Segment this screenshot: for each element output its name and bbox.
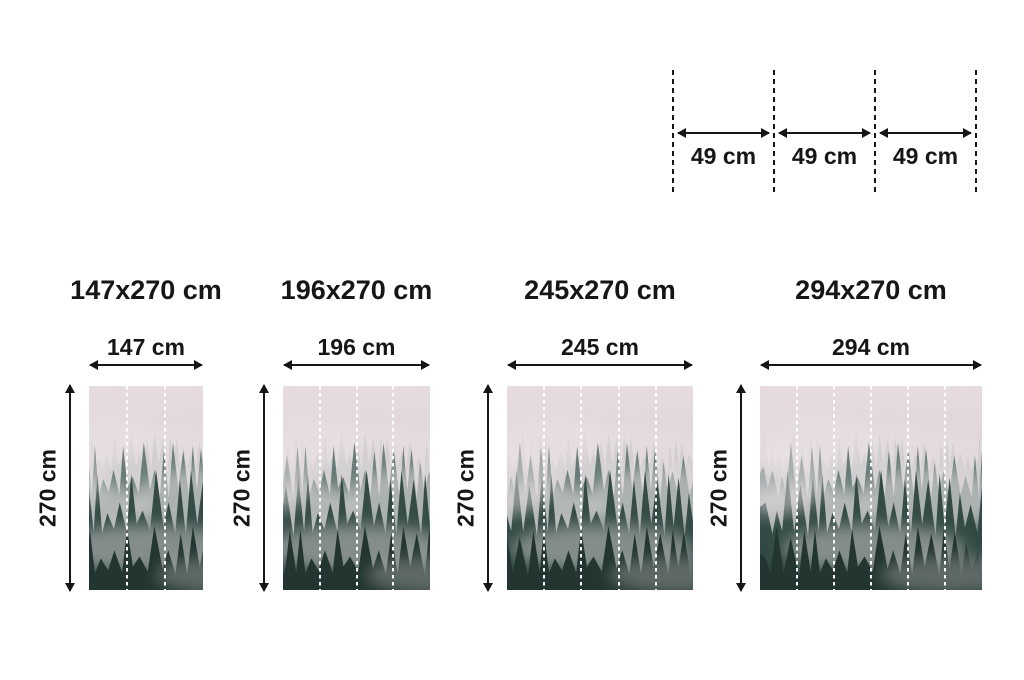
panel-width-diagram: 49 cm 49 cm 49 cm — [672, 70, 977, 195]
panel-cutline — [617, 386, 620, 590]
mural-image — [89, 386, 203, 590]
panel-width-arrow-icon — [778, 128, 871, 138]
height-dimension-label: 270 cm — [228, 449, 255, 528]
size-title: 147x270 cm — [70, 275, 222, 305]
width-dimension-label: 147 cm — [106, 334, 186, 360]
panel-segment: 49 cm — [672, 70, 774, 195]
mural-forest-svg — [89, 386, 203, 590]
panel-dashed-line — [975, 70, 977, 195]
mural-image — [760, 386, 982, 590]
width-dimension-arrow-icon — [283, 360, 430, 370]
panel-width-label: 49 cm — [892, 143, 959, 169]
mural-image — [507, 386, 693, 590]
size-block-245x270: 245x270 cm 245 cm 270 cm — [453, 275, 693, 592]
panel-dashed-line — [773, 70, 775, 195]
panel-cutline — [355, 386, 358, 590]
panel-segment: 49 cm — [874, 70, 976, 195]
panel-width-arrow-icon — [879, 128, 972, 138]
size-title: 245x270 cm — [524, 275, 676, 305]
panel-width-arrow-icon — [677, 128, 770, 138]
size-block-196x270: 196x270 cm 196 cm 270 cm — [229, 275, 433, 592]
panel-cutline — [125, 386, 128, 590]
panel-cutline — [654, 386, 657, 590]
panel-cutline — [870, 386, 872, 590]
height-dimension-arrow-icon — [259, 384, 269, 592]
width-dimension-arrow-icon — [507, 360, 693, 370]
size-block-147x270: 147x270 cm 147 cm 270 cm — [35, 276, 222, 592]
panel-dashed-line — [672, 70, 674, 195]
panel-width-label: 49 cm — [690, 143, 757, 169]
width-dimension-label: 196 cm — [317, 334, 396, 360]
width-dimension-arrow-icon — [89, 360, 203, 370]
panel-segment: 49 cm — [773, 70, 875, 195]
panel-cutline — [163, 386, 166, 590]
panel-cutline — [795, 386, 798, 590]
panel-width-label: 49 cm — [791, 143, 858, 169]
panel-cutline — [392, 386, 395, 590]
height-dimension-label: 270 cm — [452, 449, 479, 528]
mural-image — [283, 386, 430, 590]
height-dimension-label: 270 cm — [34, 449, 61, 528]
mural-forest-svg — [507, 386, 693, 590]
panel-cutline — [543, 386, 546, 590]
width-dimension-arrow-icon — [760, 360, 982, 370]
width-dimension-label: 245 cm — [560, 334, 640, 360]
size-title: 294x270 cm — [795, 275, 947, 305]
panel-cutline — [832, 386, 835, 590]
panel-cutline — [318, 386, 321, 590]
height-dimension-label: 270 cm — [705, 449, 732, 528]
size-title: 196x270 cm — [280, 275, 433, 305]
height-dimension-arrow-icon — [736, 384, 746, 592]
panel-cutline — [906, 386, 909, 590]
panel-cutline — [580, 386, 583, 590]
panel-dashed-line — [874, 70, 876, 195]
size-block-294x270: 294x270 cm 294 cm 270 cm — [706, 275, 982, 592]
panel-cutline — [944, 386, 946, 590]
height-dimension-arrow-icon — [483, 384, 493, 592]
height-dimension-arrow-icon — [65, 384, 75, 592]
width-dimension-label: 294 cm — [831, 334, 911, 360]
